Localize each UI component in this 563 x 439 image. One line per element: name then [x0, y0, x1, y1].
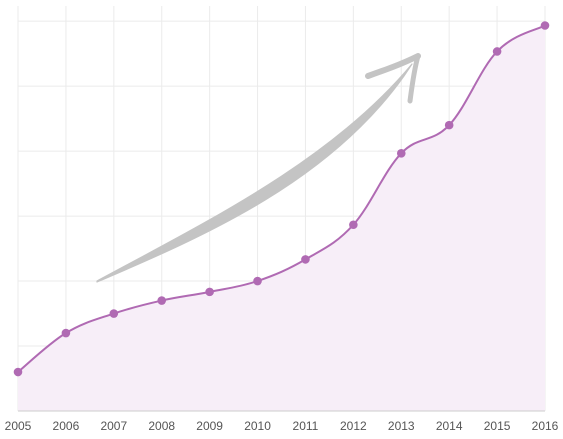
x-tick-label: 2013 — [388, 419, 415, 433]
data-point-2012 — [349, 220, 358, 230]
trend-arrowhead-top — [365, 53, 421, 79]
data-point-2010 — [253, 276, 262, 286]
data-point-2014 — [444, 120, 454, 130]
x-tick-label: 2009 — [196, 419, 223, 433]
trend-arrow-body — [96, 63, 413, 283]
data-point-2007 — [109, 309, 119, 318]
data-point-2011 — [301, 255, 310, 264]
data-point-2015 — [492, 47, 502, 56]
x-tick-label: 2011 — [293, 419, 319, 433]
x-tick-labels: 2005 2006 2007 2008 2009 2010 2011 2012 2013 2014… — [5, 419, 559, 433]
data-point-2013 — [396, 148, 406, 158]
x-tick-label: 2006 — [53, 419, 80, 433]
series-area-fill — [18, 25, 545, 412]
x-tick-label: 2010 — [244, 419, 271, 433]
data-point-layer — [13, 21, 550, 377]
trend-arrowhead-bottom — [407, 53, 421, 104]
x-tick-label: 2014 — [436, 419, 463, 433]
x-tick-label: 2008 — [148, 419, 175, 433]
trend-arrow-annotation — [96, 53, 421, 283]
x-tick-label: 2005 — [5, 419, 32, 433]
data-point-2006 — [61, 328, 71, 338]
data-point-2008 — [157, 296, 167, 305]
data-point-2005 — [13, 367, 23, 377]
x-tick-label: 2016 — [532, 419, 559, 433]
x-tick-label: 2012 — [340, 419, 367, 433]
x-tick-label: 2007 — [100, 419, 127, 433]
x-tick-label: 2015 — [484, 419, 511, 433]
data-point-2016 — [540, 21, 550, 30]
data-point-2009 — [205, 287, 214, 297]
